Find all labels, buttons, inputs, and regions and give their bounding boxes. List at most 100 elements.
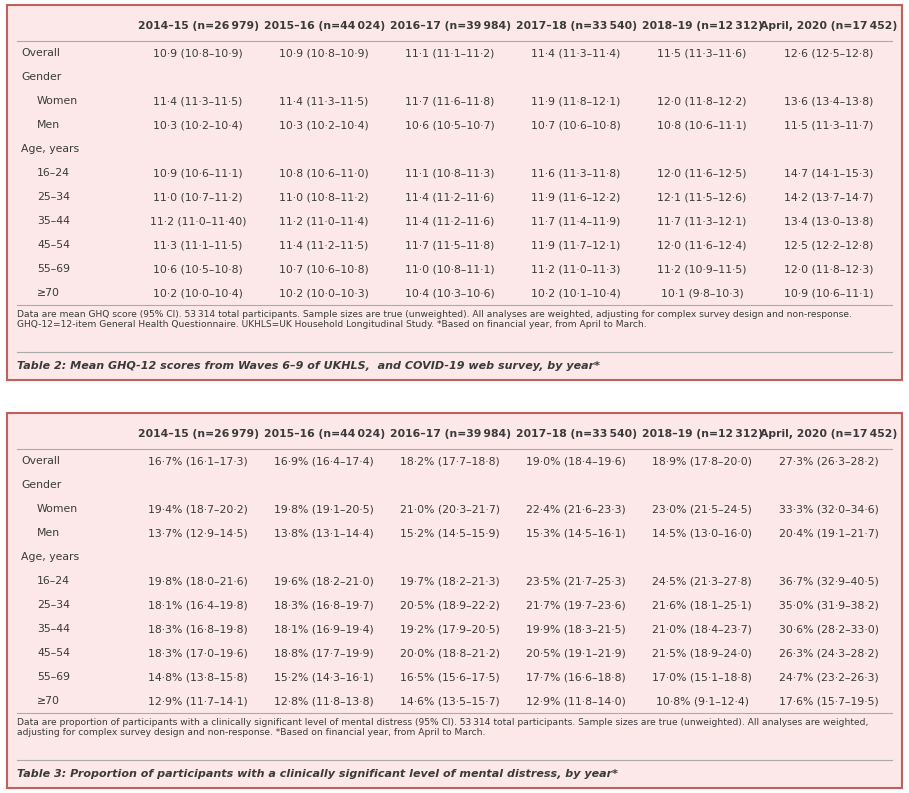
Text: 19·8% (18·0–21·6): 19·8% (18·0–21·6) (148, 576, 248, 586)
Text: 19·0% (18·4–19·6): 19·0% (18·4–19·6) (526, 456, 626, 466)
Text: 35–44: 35–44 (37, 624, 70, 634)
Text: 21·0% (20·3–21·7): 21·0% (20·3–21·7) (400, 504, 500, 514)
Text: 11·5 (11·3–11·7): 11·5 (11·3–11·7) (784, 120, 874, 130)
Text: 11·9 (11·6–12·2): 11·9 (11·6–12·2) (532, 192, 621, 202)
Text: 30·6% (28·2–33·0): 30·6% (28·2–33·0) (779, 624, 879, 634)
Text: 18·1% (16·9–19·4): 18·1% (16·9–19·4) (275, 624, 374, 634)
Text: 19·4% (18·7–20·2): 19·4% (18·7–20·2) (148, 504, 248, 514)
Text: 10·9 (10·6–11·1): 10·9 (10·6–11·1) (784, 288, 874, 298)
Bar (7, 5, 902, 380)
Text: 11·1 (11·1–11·2): 11·1 (11·1–11·2) (405, 48, 494, 58)
Text: 15·2% (14·5–15·9): 15·2% (14·5–15·9) (400, 528, 500, 538)
Text: 11·7 (11·4–11·9): 11·7 (11·4–11·9) (532, 216, 621, 226)
Text: 11·7 (11·3–12·1): 11·7 (11·3–12·1) (657, 216, 747, 226)
Text: Men: Men (37, 120, 60, 130)
Text: April, 2020 (n=17 452): April, 2020 (n=17 452) (760, 429, 897, 439)
Text: 18·8% (17·7–19·9): 18·8% (17·7–19·9) (275, 648, 374, 658)
Text: 11·0 (10·8–11·1): 11·0 (10·8–11·1) (405, 264, 494, 274)
Text: 55–69: 55–69 (37, 672, 70, 682)
Text: 45–54: 45–54 (37, 240, 70, 250)
Text: ≥70: ≥70 (37, 696, 60, 706)
Text: 11·4 (11·3–11·5): 11·4 (11·3–11·5) (154, 96, 243, 106)
Text: 19·9% (18·3–21·5): 19·9% (18·3–21·5) (526, 624, 626, 634)
Text: 11·2 (11·0–11·40): 11·2 (11·0–11·40) (150, 216, 246, 226)
Text: 17·7% (16·6–18·8): 17·7% (16·6–18·8) (526, 672, 626, 682)
Text: 20·5% (18·9–22·2): 20·5% (18·9–22·2) (400, 600, 500, 610)
Text: 18·3% (16·8–19·8): 18·3% (16·8–19·8) (148, 624, 248, 634)
Text: 27·3% (26·3–28·2): 27·3% (26·3–28·2) (779, 456, 878, 466)
Text: 11·4 (11·2–11·6): 11·4 (11·2–11·6) (405, 192, 494, 202)
Text: Age, years: Age, years (21, 144, 79, 154)
Text: 11·1 (10·8–11·3): 11·1 (10·8–11·3) (405, 168, 494, 178)
Text: 10·2 (10·0–10·3): 10·2 (10·0–10·3) (279, 288, 369, 298)
Text: 11·5 (11·3–11·6): 11·5 (11·3–11·6) (657, 48, 747, 58)
Text: 10·4 (10·3–10·6): 10·4 (10·3–10·6) (405, 288, 495, 298)
Text: 18·3% (17·0–19·6): 18·3% (17·0–19·6) (148, 648, 248, 658)
Text: 15·2% (14·3–16·1): 15·2% (14·3–16·1) (275, 672, 374, 682)
Text: 11·4 (11·2–11·5): 11·4 (11·2–11·5) (279, 240, 369, 250)
Text: 10·8 (10·6–11·0): 10·8 (10·6–11·0) (279, 168, 369, 178)
Text: 13·6 (13·4–13·8): 13·6 (13·4–13·8) (784, 96, 874, 106)
Text: 16–24: 16–24 (37, 168, 70, 178)
Text: 12·0 (11·8–12·3): 12·0 (11·8–12·3) (784, 264, 874, 274)
Text: 11·9 (11·7–12·1): 11·9 (11·7–12·1) (532, 240, 621, 250)
Text: 20·4% (19·1–21·7): 20·4% (19·1–21·7) (779, 528, 878, 538)
Text: 10·9 (10·6–11·1): 10·9 (10·6–11·1) (154, 168, 243, 178)
Text: 12·9% (11·7–14·1): 12·9% (11·7–14·1) (148, 696, 248, 706)
Text: Table 3: Proportion of participants with a clinically significant level of menta: Table 3: Proportion of participants with… (17, 769, 618, 779)
Text: 11·2 (11·0–11·3): 11·2 (11·0–11·3) (532, 264, 621, 274)
Text: 18·2% (17·7–18·8): 18·2% (17·7–18·8) (400, 456, 500, 466)
Text: 16–24: 16–24 (37, 576, 70, 586)
Text: 45–54: 45–54 (37, 648, 70, 658)
Text: 12·0 (11·6–12·5): 12·0 (11·6–12·5) (657, 168, 747, 178)
Text: Men: Men (37, 528, 60, 538)
Text: 2016–17 (n=39 984): 2016–17 (n=39 984) (390, 21, 511, 31)
Text: 14·2 (13·7–14·7): 14·2 (13·7–14·7) (784, 192, 874, 202)
Text: 14·7 (14·1–15·3): 14·7 (14·1–15·3) (784, 168, 874, 178)
Text: 13·7% (12·9–14·5): 13·7% (12·9–14·5) (148, 528, 248, 538)
Text: 26·3% (24·3–28·2): 26·3% (24·3–28·2) (779, 648, 878, 658)
Text: 13·8% (13·1–14·4): 13·8% (13·1–14·4) (275, 528, 374, 538)
Text: 14·5% (13·0–16·0): 14·5% (13·0–16·0) (652, 528, 752, 538)
Text: 20·0% (18·8–21·2): 20·0% (18·8–21·2) (400, 648, 500, 658)
Text: 25–34: 25–34 (37, 600, 70, 610)
Text: 19·6% (18·2–21·0): 19·6% (18·2–21·0) (275, 576, 375, 586)
Text: 12·1 (11·5–12·6): 12·1 (11·5–12·6) (657, 192, 747, 202)
Text: 11·9 (11·8–12·1): 11·9 (11·8–12·1) (532, 96, 621, 106)
Bar (7, 413, 902, 788)
Text: 14·8% (13·8–15·8): 14·8% (13·8–15·8) (148, 672, 248, 682)
Text: 11·4 (11·3–11·4): 11·4 (11·3–11·4) (532, 48, 621, 58)
Text: Data are proportion of participants with a clinically significant level of menta: Data are proportion of participants with… (17, 718, 868, 737)
Text: 24·5% (21·3–27·8): 24·5% (21·3–27·8) (653, 576, 752, 586)
Text: 11·7 (11·6–11·8): 11·7 (11·6–11·8) (405, 96, 494, 106)
Text: 35–44: 35–44 (37, 216, 70, 226)
Text: 19·7% (18·2–21·3): 19·7% (18·2–21·3) (400, 576, 500, 586)
Text: 2016–17 (n=39 984): 2016–17 (n=39 984) (390, 429, 511, 439)
Text: 2015–16 (n=44 024): 2015–16 (n=44 024) (264, 429, 385, 439)
Text: 10·3 (10·2–10·4): 10·3 (10·2–10·4) (154, 120, 243, 130)
Text: 2017–18 (n=33 540): 2017–18 (n=33 540) (515, 429, 636, 439)
Text: Gender: Gender (21, 480, 61, 490)
Text: 21·7% (19·7–23·6): 21·7% (19·7–23·6) (526, 600, 626, 610)
Text: 19·8% (19·1–20·5): 19·8% (19·1–20·5) (275, 504, 375, 514)
Text: ≥70: ≥70 (37, 288, 60, 298)
Text: 11·4 (11·3–11·5): 11·4 (11·3–11·5) (279, 96, 369, 106)
Text: Gender: Gender (21, 72, 61, 82)
Text: 21·6% (18·1–25·1): 21·6% (18·1–25·1) (653, 600, 752, 610)
Text: 36·7% (32·9–40·5): 36·7% (32·9–40·5) (779, 576, 878, 586)
Text: 2014–15 (n=26 979): 2014–15 (n=26 979) (137, 429, 259, 439)
Text: 18·3% (16·8–19·7): 18·3% (16·8–19·7) (275, 600, 374, 610)
Text: 23·5% (21·7–25·3): 23·5% (21·7–25·3) (526, 576, 626, 586)
Text: 12·8% (11·8–13·8): 12·8% (11·8–13·8) (275, 696, 374, 706)
Text: 21·0% (18·4–23·7): 21·0% (18·4–23·7) (652, 624, 752, 634)
Text: Age, years: Age, years (21, 552, 79, 562)
Text: 18·9% (17·8–20·0): 18·9% (17·8–20·0) (652, 456, 752, 466)
Text: 11·2 (11·0–11·4): 11·2 (11·0–11·4) (279, 216, 369, 226)
Text: 16·5% (15·6–17·5): 16·5% (15·6–17·5) (400, 672, 500, 682)
Text: 10·8% (9·1–12·4): 10·8% (9·1–12·4) (655, 696, 749, 706)
Text: Women: Women (37, 96, 78, 106)
Text: Women: Women (37, 504, 78, 514)
Text: April, 2020 (n=17 452): April, 2020 (n=17 452) (760, 21, 897, 31)
Text: 18·1% (16·4–19·8): 18·1% (16·4–19·8) (148, 600, 248, 610)
Text: 10·3 (10·2–10·4): 10·3 (10·2–10·4) (279, 120, 369, 130)
